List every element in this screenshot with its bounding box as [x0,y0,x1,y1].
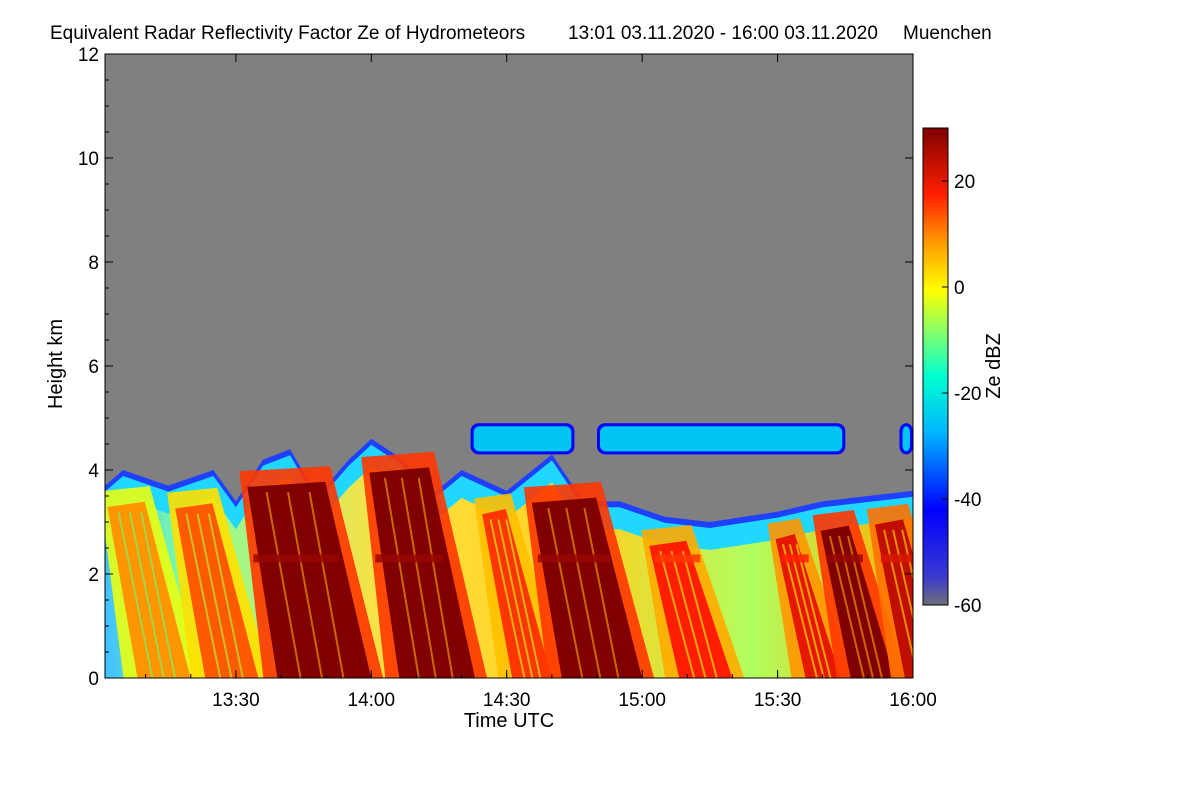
bright-band-segment [781,554,809,563]
bright-band-segment [253,554,340,563]
plot-area [105,54,913,678]
upper-layer-core [473,426,572,452]
fall-streak [505,519,542,678]
colorbar-tick-label: -20 [954,384,981,405]
fall-streak [196,513,233,678]
y-axis-label: Height km [45,319,67,409]
fall-streak [417,477,454,678]
upper-layer-core [902,426,910,452]
cell-core [175,503,259,678]
x-tick-label: 15:30 [754,690,802,711]
y-tick-label: 0 [88,669,99,690]
fall-streak [265,491,302,678]
x-axis: 13:30 14:00 14:30 15:00 15:30 16:00 [145,54,937,711]
cell-core [247,481,372,678]
fall-streak [583,507,620,678]
chart-location: Muenchen [903,23,992,44]
x-tick-label: 15:00 [618,690,666,711]
y-tick-label: 8 [88,253,99,274]
y-tick-label: 12 [78,45,99,66]
y-tick-label: 4 [88,461,99,482]
fall-streak [383,477,420,678]
bright-band-segment [655,554,701,563]
upper-layer-core [600,426,843,452]
colorbar-tick-label: 0 [954,278,965,299]
colorbar-ticks: 20 0 -20 -40 -60 [942,172,981,617]
cell-core [369,467,475,678]
y-tick-label: 10 [78,149,99,170]
fall-streak [795,544,832,678]
x-tick-label: 14:30 [483,690,531,711]
x-tick-label: 16:00 [889,690,937,711]
cell-core [531,497,643,678]
fall-streak [400,477,437,678]
fall-streak [308,491,345,678]
fall-streak [659,550,696,678]
cell-core [649,540,733,678]
y-tick-label: 6 [88,357,99,378]
cell-core [820,525,895,678]
echo-layer [105,423,913,678]
fall-streak [782,544,818,678]
fall-streak [497,519,534,678]
fall-streak [185,513,222,678]
fall-streak [117,511,154,678]
colorbar-ramp [922,127,949,606]
y-tick-label: 2 [88,565,99,586]
chart-time-range: 13:01 03.11.2020 - 16:00 03.11.2020 [568,23,878,44]
bright-band-segment [880,554,913,563]
cell-core [107,501,191,678]
fall-streak [788,544,825,678]
colorbar: 20 0 -20 -40 -60 Ze dBZ [922,127,1005,617]
fall-streak [547,507,584,678]
colorbar-tick-label: -40 [954,490,981,511]
colorbar-label: Ze dBZ [983,333,1005,399]
colorbar-tick-label: -60 [954,596,981,617]
fall-streak [140,511,177,678]
x-tick-label: 13:30 [212,690,260,711]
fall-streak [128,511,165,678]
bright-band-segment [826,554,863,563]
bright-band-segment [537,554,610,563]
colorbar-tick-label: 20 [954,172,975,193]
fall-streak [207,513,244,678]
chart-title: Equivalent Radar Reflectivity Factor Ze … [50,23,525,44]
fall-streak [287,491,323,678]
x-axis-label: Time UTC [464,710,554,732]
cell-core [775,534,841,678]
bright-band-segment [375,554,443,563]
fall-streak [565,507,602,678]
fall-streak [489,519,526,678]
x-tick-label: 14:00 [348,690,396,711]
fall-streak [681,550,718,678]
y-axis: 0 2 4 6 8 10 12 [78,45,913,690]
fall-streak [670,550,707,678]
cell-core [482,509,552,678]
